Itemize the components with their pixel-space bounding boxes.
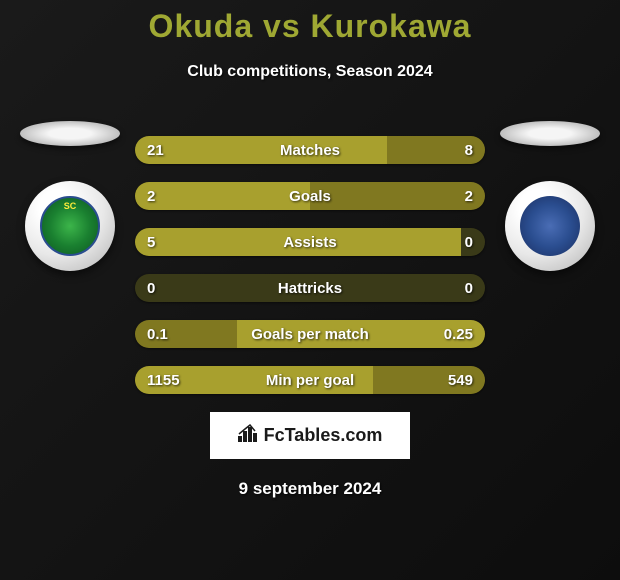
stat-right-value: 8 bbox=[465, 142, 473, 159]
left-badge-inner bbox=[40, 196, 100, 256]
stat-left-value: 21 bbox=[147, 142, 164, 159]
stat-label: Min per goal bbox=[266, 372, 354, 389]
stat-left-value: 0 bbox=[147, 280, 155, 297]
stat-left-value: 2 bbox=[147, 188, 155, 205]
stat-fill-right: 549 bbox=[373, 366, 485, 394]
stat-right-value: 2 bbox=[465, 188, 473, 205]
stat-right-value: 549 bbox=[448, 372, 473, 389]
page-subtitle: Club competitions, Season 2024 bbox=[10, 63, 610, 81]
stat-label: Goals bbox=[289, 188, 331, 205]
stat-label: Matches bbox=[280, 142, 340, 159]
page-title: Okuda vs Kurokawa bbox=[10, 8, 610, 45]
logo-text: FcTables.com bbox=[264, 425, 383, 446]
right-team-badge bbox=[505, 181, 595, 271]
stat-right-value: 0 bbox=[465, 280, 473, 297]
fctables-logo: FcTables.com bbox=[210, 412, 411, 459]
stat-bar: 21 8 Matches bbox=[135, 136, 485, 164]
stat-fill-left: 21 bbox=[135, 136, 387, 164]
stat-left-value: 5 bbox=[147, 234, 155, 251]
right-badge-inner bbox=[520, 196, 580, 256]
stat-label: Goals per match bbox=[251, 326, 369, 343]
stat-label: Hattricks bbox=[278, 280, 342, 297]
stat-bar: 2 2 Goals bbox=[135, 182, 485, 210]
main-container: Okuda vs Kurokawa Club competitions, Sea… bbox=[0, 0, 620, 580]
content-area: 21 8 Matches 2 2 Goals 5 0 Assists 0 0 Hattricks 0.1… bbox=[10, 121, 610, 394]
stat-bar: 1155 549 Min per goal bbox=[135, 366, 485, 394]
stat-bar: 0 0 Hattricks bbox=[135, 274, 485, 302]
stat-fill-left: 2 bbox=[135, 182, 310, 210]
stat-right-value: 0.25 bbox=[444, 326, 473, 343]
stat-left-value: 1155 bbox=[147, 372, 180, 389]
date-text: 9 september 2024 bbox=[239, 479, 382, 499]
footer: FcTables.com 9 september 2024 bbox=[10, 412, 610, 499]
stat-fill-right: 2 bbox=[310, 182, 485, 210]
stats-column: 21 8 Matches 2 2 Goals 5 0 Assists 0 0 Hattricks 0.1… bbox=[135, 121, 485, 394]
disc-icon bbox=[500, 121, 600, 146]
stat-bar: 0.1 0.25 Goals per match bbox=[135, 320, 485, 348]
right-team-column bbox=[500, 121, 600, 271]
left-team-column bbox=[20, 121, 120, 271]
stat-bar: 5 0 Assists bbox=[135, 228, 485, 256]
stat-fill-right: 8 bbox=[387, 136, 485, 164]
chart-icon bbox=[238, 424, 258, 447]
stat-fill-left: 0.1 bbox=[135, 320, 237, 348]
stat-label: Assists bbox=[283, 234, 336, 251]
stat-fill-right: 0 bbox=[461, 228, 486, 256]
stat-right-value: 0 bbox=[465, 234, 473, 251]
disc-icon bbox=[20, 121, 120, 146]
left-team-badge bbox=[25, 181, 115, 271]
header: Okuda vs Kurokawa Club competitions, Sea… bbox=[10, 0, 610, 81]
stat-left-value: 0.1 bbox=[147, 326, 168, 343]
